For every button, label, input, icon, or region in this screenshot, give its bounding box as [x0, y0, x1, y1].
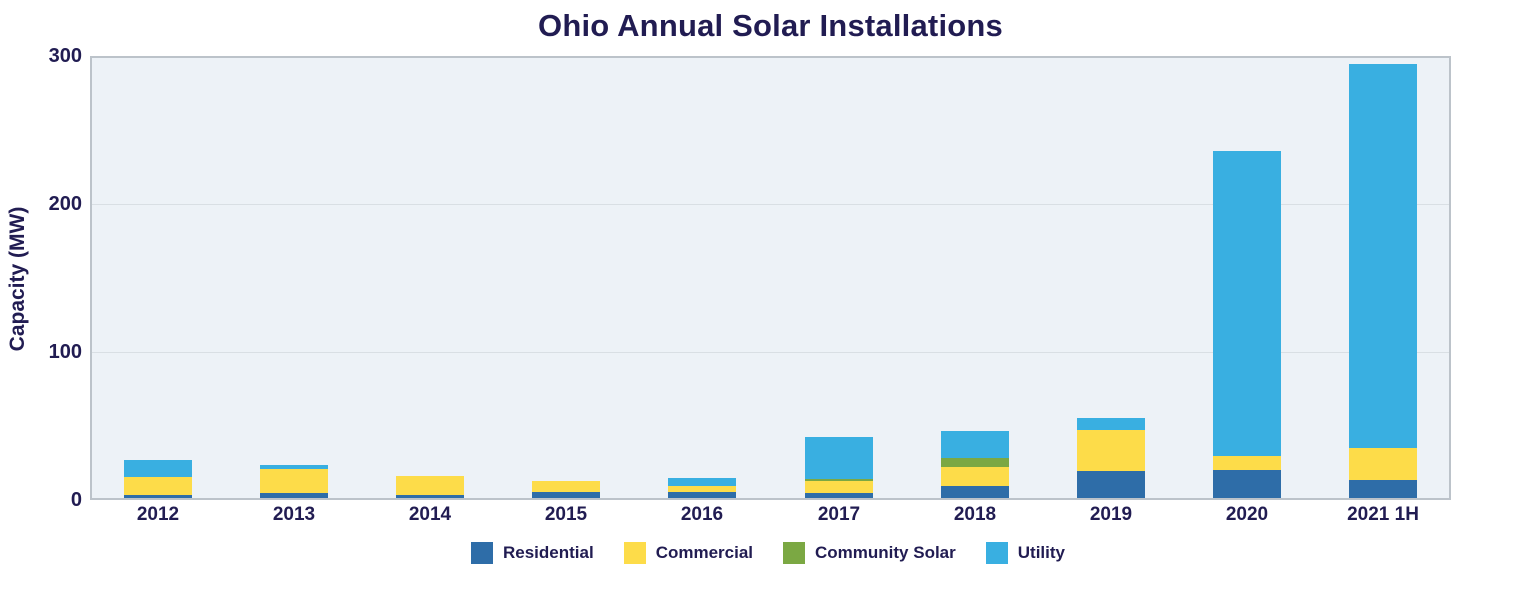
bar-group-2016 [668, 54, 736, 498]
bar-segment-2019-commercial [1077, 429, 1145, 472]
bar-segment-2020-commercial [1213, 455, 1281, 470]
bar-group-2012 [124, 54, 192, 498]
bar-segment-2020-utility [1213, 150, 1281, 456]
bar-segment-2014-commercial [396, 475, 464, 496]
x-tick-label-2016: 2016 [680, 504, 724, 525]
bar-segment-2019-utility [1077, 418, 1145, 430]
bar-group-2020 [1213, 54, 1281, 498]
bar-group-2013 [260, 54, 328, 498]
plot-area [90, 56, 1451, 500]
bar-segment-2015-residential [532, 492, 600, 498]
bar-segment-2013-residential [260, 492, 328, 498]
bar-group-2017 [805, 54, 873, 498]
legend-item-community-solar: Community Solar [783, 542, 956, 564]
x-tick-label-2021-1h: 2021 1H [1347, 504, 1419, 525]
legend-label-community-solar: Community Solar [815, 543, 956, 562]
legend-label-residential: Residential [502, 543, 594, 562]
bar-segment-2012-utility [124, 460, 192, 478]
bar-segment-2017-commercial [805, 481, 873, 493]
bar-group-2018 [941, 54, 1009, 498]
bar-segment-2019-residential [1077, 471, 1145, 498]
bar-segment-2016-utility [668, 478, 736, 487]
legend-item-commercial: Commercial [623, 542, 754, 564]
bar-segment-2021-1h-residential [1349, 480, 1417, 498]
bar-segment-2012-commercial [124, 477, 192, 496]
x-tick-label-2020: 2020 [1225, 504, 1269, 525]
x-tick-label-2018: 2018 [953, 504, 997, 525]
bar-group-2021-1h [1349, 54, 1417, 498]
bar-segment-2016-residential [668, 492, 736, 498]
bar-segment-2016-commercial [668, 486, 736, 493]
legend-label-commercial: Commercial [655, 543, 754, 562]
bar-segment-2014-residential [396, 495, 464, 498]
legend-swatch-utility [985, 542, 1008, 564]
y-tick-label-0: 0 [70, 489, 82, 511]
bar-segment-2015-commercial [532, 481, 600, 493]
bar-segment-2017-utility [805, 437, 873, 479]
bar-segment-2017-community-solar [805, 478, 873, 481]
bar-segment-2012-residential [124, 495, 192, 498]
y-tick-label-200: 200 [48, 193, 82, 215]
bar-group-2015 [532, 54, 600, 498]
y-axis-title: Capacity (MW) [6, 206, 29, 352]
bar-segment-2018-commercial [941, 466, 1009, 487]
x-tick-label-2015: 2015 [544, 504, 588, 525]
bar-group-2019 [1077, 54, 1145, 498]
x-axis: 2012 2013 2014 2015 2016 2017 2018 2019 2020 2021… [90, 504, 1451, 532]
x-tick-label-2013: 2013 [272, 504, 316, 525]
legend-swatch-community-solar [783, 542, 806, 564]
legend-item-residential: Residential [470, 542, 594, 564]
legend-swatch-commercial [623, 542, 646, 564]
y-tick-label-300: 300 [48, 45, 82, 67]
legend-item-utility: Utility [985, 542, 1065, 564]
bar-group-2014 [396, 54, 464, 498]
legend-swatch-residential [470, 542, 493, 564]
bar-segment-2021-1h-utility [1349, 63, 1417, 449]
bar-segment-2017-residential [805, 492, 873, 498]
bar-segment-2018-community-solar [941, 458, 1009, 467]
bar-segment-2013-utility [260, 465, 328, 470]
legend-label-utility: Utility [1017, 543, 1065, 562]
bar-segment-2021-1h-commercial [1349, 448, 1417, 481]
chart-title: Ohio Annual Solar Installations [538, 8, 1003, 43]
bar-segment-2018-residential [941, 486, 1009, 498]
bar-segment-2020-residential [1213, 469, 1281, 498]
x-tick-label-2012: 2012 [136, 504, 180, 525]
x-tick-label-2017: 2017 [817, 504, 861, 525]
bar-segment-2018-utility [941, 430, 1009, 459]
gridline-100 [92, 352, 1449, 353]
y-tick-label-100: 100 [48, 341, 82, 363]
legend: Residential Commercial Community Solar Util… [0, 542, 1536, 564]
x-tick-label-2019: 2019 [1089, 504, 1133, 525]
x-tick-label-2014: 2014 [408, 504, 452, 525]
gridline-200 [92, 204, 1449, 205]
bar-segment-2013-commercial [260, 469, 328, 493]
